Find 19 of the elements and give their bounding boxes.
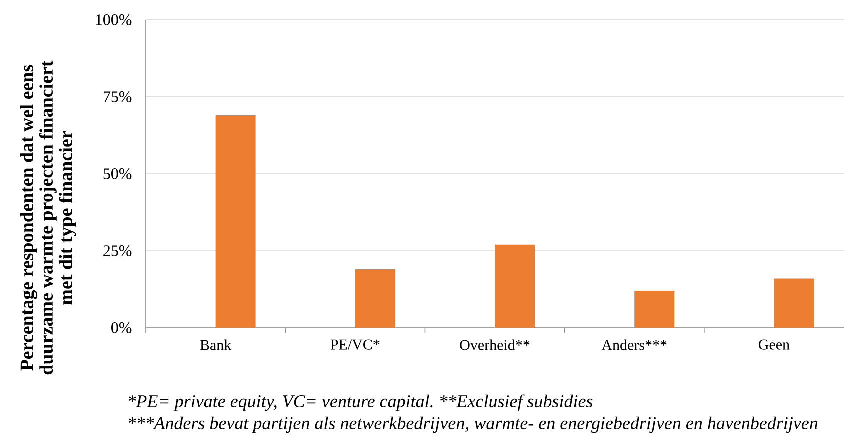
y-tick-label: 75% <box>104 92 132 102</box>
x-tick-label: Geen <box>758 340 790 350</box>
text: ***Anders bevat partijen als netwerkbedrijven, warmte- en energiebedrijven en havenbedrijven <box>128 416 818 434</box>
y-tick-label: 0% <box>112 322 132 334</box>
bar <box>774 278 814 328</box>
y-tick-label: 25% <box>104 246 132 256</box>
bar <box>355 269 396 328</box>
bar <box>495 244 536 328</box>
text: **Exclusief subsidies <box>440 394 593 412</box>
bar <box>216 115 256 328</box>
x-tick-label: Anders*** <box>602 340 667 350</box>
x-tick-label: PE/VC* <box>330 340 380 350</box>
x-tick-label: Bank <box>200 340 232 350</box>
y-tick-label: 50% <box>104 168 132 180</box>
y-tick-label: 100% <box>96 14 132 26</box>
x-tick-label: Overheid** <box>460 340 530 350</box>
text: *PE= private equity, VC= venture capital. <box>128 394 433 412</box>
y-axis-title: Percentage respondenten dat wel eens duurzame warmte projecten financiert met dit type financier <box>20 60 76 375</box>
bar <box>634 291 675 328</box>
